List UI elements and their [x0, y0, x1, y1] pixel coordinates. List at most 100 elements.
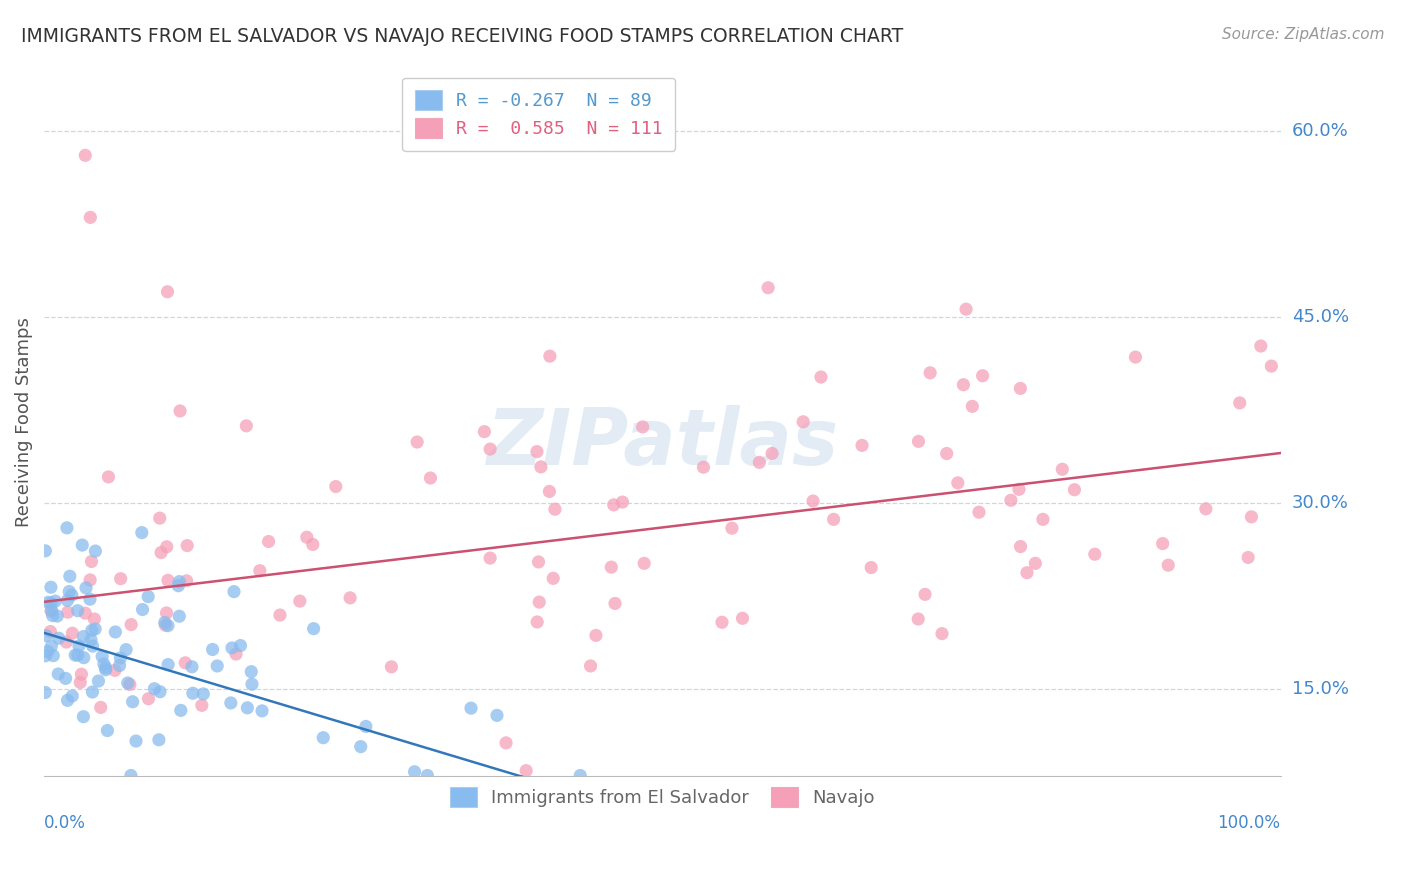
Point [118, 677, 141, 691]
Text: IMMIGRANTS FROM EL SALVADOR VS NAVAJO RECEIVING FOOD STAMPS CORRELATION CHART: IMMIGRANTS FROM EL SALVADOR VS NAVAJO RE… [21, 27, 903, 45]
Point [860, 560, 883, 574]
Point [946, 475, 969, 490]
Point [823, 512, 845, 526]
Text: Source: ZipAtlas.com: Source: ZipAtlas.com [1222, 27, 1385, 42]
Point [56, 593, 79, 607]
Point [115, 642, 138, 657]
Point [72, 630, 94, 644]
Point [84, 544, 107, 558]
Point [1015, 566, 1038, 580]
Point [692, 460, 714, 475]
Point [1157, 558, 1180, 573]
Point [156, 574, 179, 588]
Point [72, 709, 94, 723]
Point [1084, 547, 1107, 561]
Text: 0.0%: 0.0% [44, 814, 86, 832]
Point [84, 622, 107, 636]
Point [288, 594, 311, 608]
Point [110, 651, 132, 665]
Point [544, 502, 567, 516]
Point [181, 686, 204, 700]
Point [90, 700, 112, 714]
Point [1237, 550, 1260, 565]
Point [148, 732, 170, 747]
Text: 45.0%: 45.0% [1292, 308, 1348, 326]
Point [219, 696, 242, 710]
Point [73, 650, 96, 665]
Point [176, 574, 198, 588]
Point [515, 764, 537, 778]
Point [479, 442, 502, 456]
Point [34, 685, 56, 699]
Point [235, 418, 257, 433]
Point [312, 731, 335, 745]
Point [91, 649, 114, 664]
Point [419, 471, 441, 485]
Point [42, 648, 65, 663]
Point [1250, 339, 1272, 353]
Point [1052, 462, 1074, 476]
Point [60, 626, 83, 640]
Point [711, 615, 734, 630]
Point [485, 708, 508, 723]
Legend: Immigrants from El Salvador, Navajo: Immigrants from El Salvador, Navajo [440, 778, 884, 816]
Point [801, 494, 824, 508]
Point [907, 612, 929, 626]
Point [569, 768, 592, 782]
Point [104, 664, 127, 678]
Point [250, 704, 273, 718]
Point [1010, 540, 1032, 554]
Point [269, 608, 291, 623]
Point [633, 557, 655, 571]
Text: 60.0%: 60.0% [1292, 121, 1348, 139]
Point [149, 685, 172, 699]
Point [80, 554, 103, 568]
Point [721, 521, 744, 535]
Point [350, 739, 373, 754]
Point [87, 673, 110, 688]
Point [1260, 359, 1282, 373]
Point [579, 659, 602, 673]
Point [527, 555, 550, 569]
Point [125, 734, 148, 748]
Point [920, 366, 942, 380]
Point [60, 588, 83, 602]
Point [46, 609, 69, 624]
Point [339, 591, 361, 605]
Point [72, 538, 94, 552]
Point [1240, 509, 1263, 524]
Point [155, 618, 177, 632]
Point [110, 572, 132, 586]
Point [460, 701, 482, 715]
Point [972, 368, 994, 383]
Point [631, 420, 654, 434]
Point [526, 444, 548, 458]
Point [205, 659, 228, 673]
Point [191, 698, 214, 713]
Point [60, 689, 83, 703]
Point [1032, 512, 1054, 526]
Point [257, 534, 280, 549]
Point [174, 656, 197, 670]
Point [55, 672, 77, 686]
Point [156, 285, 179, 299]
Point [479, 551, 502, 566]
Point [249, 564, 271, 578]
Point [34, 648, 56, 663]
Point [143, 681, 166, 696]
Point [538, 349, 561, 363]
Point [136, 590, 159, 604]
Point [138, 691, 160, 706]
Point [474, 425, 496, 439]
Point [75, 581, 97, 595]
Point [931, 626, 953, 640]
Point [380, 660, 402, 674]
Point [1000, 493, 1022, 508]
Point [157, 657, 180, 672]
Point [153, 615, 176, 630]
Point [39, 596, 62, 610]
Point [914, 587, 936, 601]
Point [603, 596, 626, 610]
Point [169, 609, 191, 624]
Point [229, 639, 252, 653]
